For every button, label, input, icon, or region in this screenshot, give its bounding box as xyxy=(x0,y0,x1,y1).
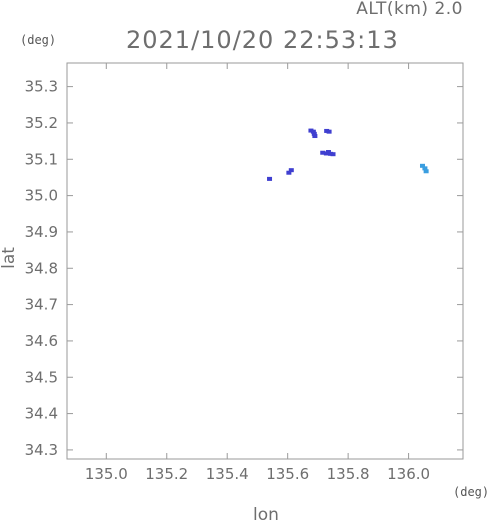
echo-point xyxy=(267,176,273,181)
y-tick-label: 34.4 xyxy=(25,405,58,423)
echo-point xyxy=(310,129,316,134)
y-tick-label: 35.3 xyxy=(25,78,58,96)
y-tick-label: 35.2 xyxy=(25,114,58,132)
echo-point xyxy=(330,152,336,157)
y-tick-label: 34.3 xyxy=(25,441,58,459)
y-tick-label: 34.9 xyxy=(25,223,58,241)
y-axis-label: lat xyxy=(0,247,19,269)
echo-point xyxy=(312,134,318,139)
echo-point xyxy=(422,166,428,171)
x-tick-label: 135.2 xyxy=(145,465,188,483)
x-tick-label: 135.6 xyxy=(266,465,309,483)
y-tick-label: 34.8 xyxy=(25,259,58,277)
plot-frame xyxy=(66,62,464,460)
x-tick-label: 135.0 xyxy=(85,465,128,483)
echo-point xyxy=(288,168,294,173)
echo-point xyxy=(311,131,317,136)
y-tick-label: 35.0 xyxy=(25,187,58,205)
y-tick-label: 34.5 xyxy=(25,368,58,386)
echo-point xyxy=(419,163,425,168)
echo-point xyxy=(423,169,429,174)
x-tick-label: 135.8 xyxy=(327,465,370,483)
y-tick-label: 34.7 xyxy=(25,296,58,314)
y-tick-label: 35.1 xyxy=(25,150,58,168)
x-tick-label: 135.4 xyxy=(206,465,249,483)
echo-points xyxy=(267,128,429,181)
x-unit-label: (deg) xyxy=(453,485,489,499)
chart-subtitle: ALT(km) 2.0 xyxy=(356,0,463,19)
chart-title: 2021/10/20 22:53:13 xyxy=(126,26,399,54)
echo-point xyxy=(320,150,326,155)
echo-point xyxy=(286,170,292,175)
echo-point xyxy=(326,129,332,134)
axis-ticks: 135.0 135.2 135.4 135.6 135.8 136.0 34.3 34.4 34… xyxy=(25,63,463,483)
x-tick-label: 136.0 xyxy=(387,465,430,483)
x-axis-label: lon xyxy=(253,505,279,521)
y-unit-label: (deg) xyxy=(20,33,56,47)
y-tick-label: 34.6 xyxy=(25,332,58,350)
